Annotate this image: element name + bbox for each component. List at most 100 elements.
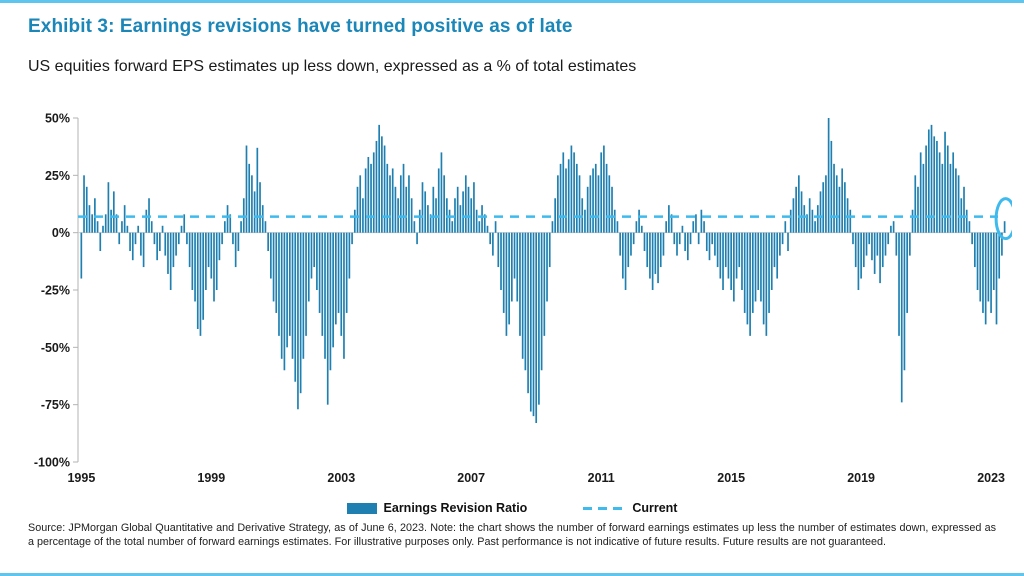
revision-bar <box>513 232 516 279</box>
revision-bar <box>765 232 768 336</box>
revision-bar <box>722 232 724 290</box>
revision-bar <box>941 163 944 233</box>
revision-bar <box>798 175 800 233</box>
chart-subtitle: US equities forward EPS estimates up les… <box>28 58 637 75</box>
revision-bar <box>218 232 221 261</box>
revision-bar <box>324 232 326 359</box>
revision-bar <box>611 186 613 233</box>
revision-bar <box>911 209 914 233</box>
revision-bar <box>692 221 695 233</box>
revision-bar <box>137 225 140 233</box>
revision-bar <box>754 232 757 302</box>
revision-bar <box>879 232 881 284</box>
revision-bar <box>562 152 565 233</box>
revision-bar <box>237 232 240 252</box>
revision-bar <box>987 232 990 302</box>
revision-bar <box>548 232 551 268</box>
revision-bar <box>126 225 129 233</box>
revision-bar <box>646 232 649 268</box>
revision-bar <box>686 232 689 261</box>
x-tick-label: 2011 <box>588 471 615 485</box>
revision-bar <box>104 214 107 233</box>
revision-bar <box>890 225 892 233</box>
revision-bar <box>862 232 865 268</box>
revision-bar <box>459 205 462 233</box>
revision-bar <box>881 232 884 268</box>
revision-bar <box>483 214 486 233</box>
revision-bar <box>841 168 843 233</box>
revision-bar <box>854 232 857 268</box>
revision-bar <box>205 232 207 290</box>
revision-bar <box>949 163 952 233</box>
revision-bar <box>188 232 191 268</box>
revision-bar <box>730 232 732 290</box>
revision-bar <box>283 232 286 371</box>
revision-bar <box>364 168 367 233</box>
revision-bar <box>895 232 898 256</box>
revision-bar <box>343 232 345 359</box>
source-note: Source: JPMorgan Global Quantitative and… <box>28 522 996 549</box>
revision-bar <box>643 232 646 252</box>
revision-bar <box>746 232 749 325</box>
revision-bar <box>719 232 722 279</box>
revision-bar <box>616 221 619 233</box>
revision-bar <box>134 232 137 245</box>
revision-bar <box>559 163 562 233</box>
revision-bar <box>535 232 538 424</box>
revision-bar <box>505 232 508 336</box>
revision-bar <box>161 225 164 233</box>
revision-bar <box>202 232 205 320</box>
revision-bar <box>779 232 781 256</box>
revision-bar <box>180 225 183 233</box>
revision-bar <box>85 186 88 233</box>
revision-bar <box>261 205 264 233</box>
revision-bar <box>917 186 919 233</box>
revision-bar <box>429 214 432 233</box>
revision-bar <box>619 232 621 256</box>
revision-bar <box>226 205 229 233</box>
revision-bar <box>654 232 657 274</box>
revision-bar <box>974 232 976 268</box>
revision-bar <box>608 175 611 233</box>
revision-bar <box>592 168 594 233</box>
revision-bar <box>860 232 862 279</box>
revision-bar <box>936 140 938 233</box>
revision-bar <box>451 221 454 233</box>
revision-bar <box>816 205 819 233</box>
revision-bar <box>418 209 421 233</box>
revision-bar <box>118 232 121 245</box>
revision-bar <box>844 182 846 233</box>
revision-bar <box>329 232 332 371</box>
revision-bar <box>413 221 416 233</box>
revision-bar <box>321 232 324 336</box>
revision-bar <box>630 232 632 256</box>
revision-bar <box>511 232 513 302</box>
revision-bar <box>900 232 903 403</box>
revision-bar <box>757 232 760 290</box>
revision-bar <box>177 232 180 245</box>
revision-bar <box>963 186 965 233</box>
revision-bar <box>291 232 294 359</box>
revision-bar <box>88 205 91 233</box>
revision-bar <box>280 232 283 359</box>
revision-bar <box>378 124 380 233</box>
revision-bar <box>705 232 708 252</box>
revision-bar <box>524 232 527 371</box>
revision-bar <box>367 156 370 233</box>
revision-bar <box>234 232 237 268</box>
revision-bar <box>326 232 329 405</box>
revision-bar <box>370 163 372 233</box>
revision-bar <box>811 209 814 233</box>
revision-bar <box>337 232 340 313</box>
revision-bar <box>172 232 175 268</box>
revision-bar <box>984 232 987 325</box>
revision-bar <box>432 186 435 233</box>
revision-bar <box>909 232 911 256</box>
revision-bar <box>345 232 348 313</box>
revision-bar <box>716 232 719 268</box>
revision-bar <box>112 191 115 233</box>
y-tick-label: -50% <box>41 341 70 355</box>
revision-bar <box>914 175 917 233</box>
bottom-rule <box>0 573 1024 576</box>
revision-bar <box>80 232 83 279</box>
